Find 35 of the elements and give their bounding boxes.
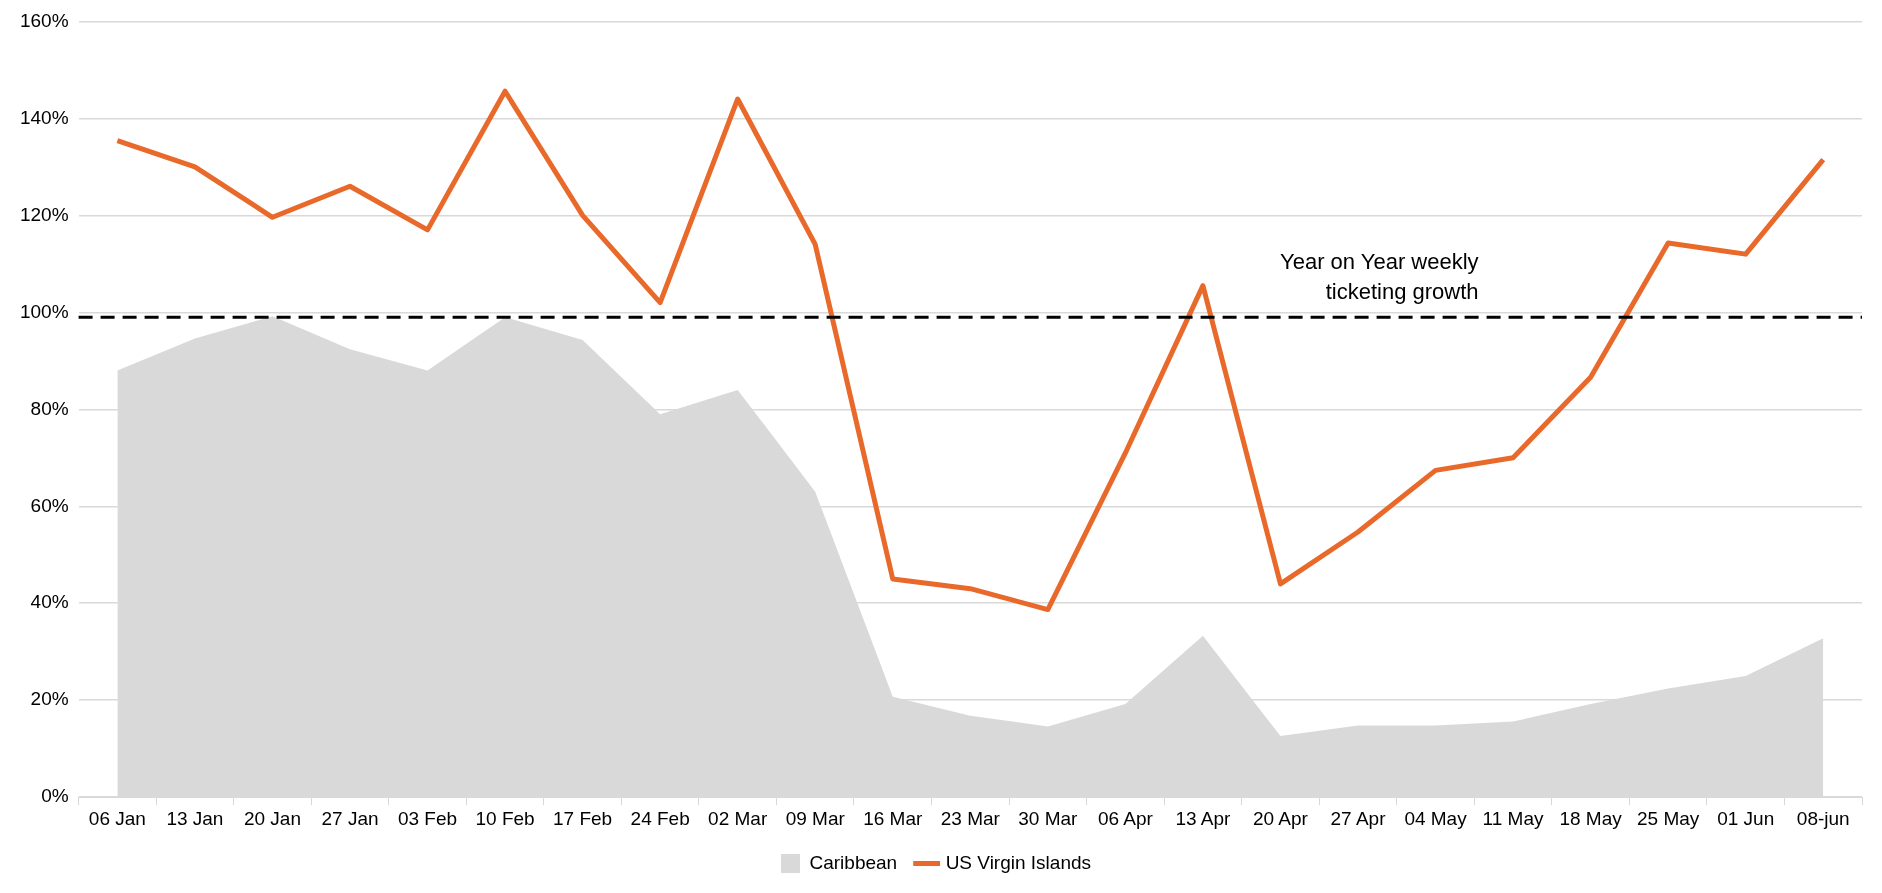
x-tick-label: 20 Jan (243, 807, 301, 829)
x-tick-label: 17 Feb (553, 807, 613, 829)
x-tick-label: 02 Mar (708, 807, 768, 829)
x-tick-label: 08-jun (1796, 807, 1850, 829)
x-tick-label: 06 Apr (1097, 807, 1154, 829)
x-tick-label: 27 Jan (321, 807, 379, 829)
x-tick-label: 09 Mar (785, 807, 846, 829)
legend-label: Caribbean (809, 851, 898, 873)
x-tick-label: 27 Apr (1330, 807, 1387, 829)
y-tick-label: 60% (30, 494, 69, 516)
ref-line-label: Year on Year weekly ticketing growth (1280, 249, 1479, 305)
x-tick-label: 11 May (1482, 807, 1545, 829)
x-tick-label: 01 Jun (1717, 807, 1775, 829)
x-tick-label: 03 Feb (397, 807, 458, 829)
x-tick-label: 24 Feb (630, 807, 690, 829)
y-tick-label: 0% (41, 785, 69, 807)
y-tick-label: 100% (19, 300, 69, 322)
x-tick-label: 06 Jan (88, 807, 146, 829)
legend-label: US Virgin Islands (945, 851, 1092, 873)
x-tick-label: 20 Apr (1252, 807, 1309, 829)
x-tick-label: 13 Apr (1175, 807, 1232, 829)
y-tick-label: 20% (30, 688, 69, 710)
y-tick-label: 120% (19, 203, 69, 225)
x-tick-label: 13 Jan (166, 807, 224, 829)
y-tick-label: 160% (19, 9, 69, 31)
y-tick-label: 40% (30, 591, 69, 613)
x-tick-label: 04 May (1404, 807, 1468, 829)
y-tick-label: 140% (19, 106, 69, 128)
x-tick-label: 25 May (1637, 807, 1700, 829)
x-tick-label: 16 Mar (863, 807, 923, 829)
x-tick-label: 23 Mar (940, 807, 1001, 829)
y-tick-label: 80% (30, 397, 69, 419)
x-tick-label: 30 Mar (1018, 807, 1079, 829)
x-tick-label: 10 Feb (475, 807, 535, 829)
x-tick-label: 18 May (1559, 807, 1623, 829)
